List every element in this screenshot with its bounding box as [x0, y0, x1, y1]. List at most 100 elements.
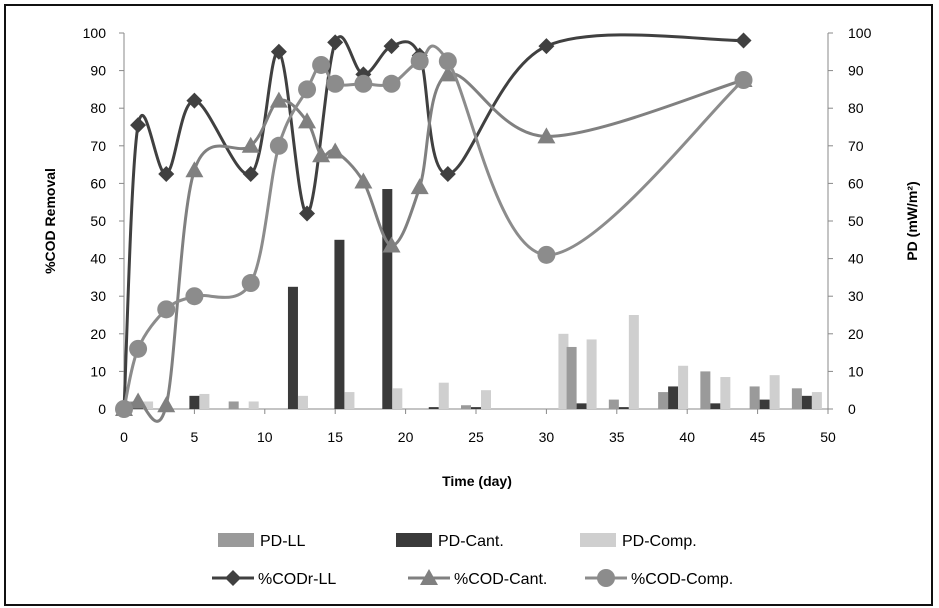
point-cod-cant: [537, 127, 556, 144]
bar-pd-comp: [344, 392, 355, 409]
bar-pd-cant: [428, 407, 439, 409]
point-codr-ll: [270, 43, 287, 60]
point-codr-ll: [130, 117, 147, 134]
line-cod-cant: [123, 72, 744, 423]
point-cod-cant: [269, 91, 288, 108]
x-tick-label: 35: [609, 429, 625, 445]
bar-pd-comp: [586, 339, 597, 409]
x-tick-label: 30: [539, 429, 555, 445]
y-left-tick-label: 0: [98, 401, 106, 417]
bar-pd-ll: [700, 371, 711, 409]
legend-marker-cod-cant: [420, 569, 438, 585]
legend-label-codr-ll: %CODr-LL: [258, 571, 336, 588]
bar-pd-comp: [392, 388, 403, 409]
bar-pd-comp: [248, 401, 259, 409]
point-cod-comp: [241, 274, 260, 293]
legend-swatch-pd-ll: [218, 533, 254, 547]
point-cod-comp: [438, 52, 457, 71]
y-right-tick-label: 100: [848, 25, 872, 41]
bar-pd-comp: [678, 365, 689, 409]
bar-pd-cant: [471, 407, 481, 409]
y-left-tick-label: 100: [83, 25, 107, 41]
bar-pd-cant: [710, 403, 721, 409]
bar-pd-ll: [658, 392, 669, 409]
point-codr-ll: [186, 92, 203, 109]
y-right-tick-label: 0: [848, 401, 856, 417]
legend-label-pd-cant: PD-Cant.: [438, 533, 504, 550]
y-left-tick-label: 50: [90, 213, 106, 229]
x-tick-label: 25: [468, 429, 484, 445]
point-codr-ll: [439, 166, 456, 182]
bar-pd-comp: [558, 333, 569, 409]
point-cod-comp: [326, 74, 345, 93]
point-cod-comp: [382, 74, 401, 93]
point-codr-ll: [158, 166, 175, 182]
point-cod-cant: [438, 65, 457, 82]
bar-pd-cant: [618, 407, 629, 409]
y-axis-right-title: PD (mW/m²): [904, 181, 920, 260]
y-right-tick-label: 80: [848, 100, 864, 116]
x-tick-label: 45: [750, 429, 766, 445]
point-cod-cant: [241, 136, 260, 153]
point-cod-cant: [354, 172, 373, 189]
bar-pd-ll: [566, 346, 577, 409]
x-tick-label: 0: [120, 429, 128, 445]
point-cod-comp: [185, 287, 204, 306]
point-codr-ll: [383, 38, 400, 55]
bar-pd-cant: [287, 286, 298, 409]
y-left-tick-label: 10: [90, 363, 106, 379]
legend-swatch-pd-comp: [580, 533, 616, 547]
y-left-tick-label: 90: [90, 63, 106, 79]
bar-pd-comp: [628, 315, 639, 409]
point-cod-comp: [129, 339, 148, 358]
x-tick-label: 20: [398, 429, 414, 445]
bar-pd-cant: [801, 395, 812, 409]
y-right-tick-label: 50: [848, 213, 864, 229]
point-cod-cant: [185, 161, 204, 178]
bar-pd-comp: [769, 375, 780, 409]
point-cod-cant: [382, 236, 401, 253]
point-codr-ll: [538, 38, 555, 55]
x-tick-label: 5: [191, 429, 199, 445]
point-codr-ll: [327, 34, 344, 51]
x-tick-label: 15: [327, 429, 343, 445]
legend: PD-LL PD-Cant. PD-Comp. %CODr-LL %COD-Cant.%…: [212, 533, 733, 588]
point-cod-comp: [298, 80, 317, 99]
line-codr-ll: [122, 33, 744, 410]
y-left-tick-label: 80: [90, 100, 106, 116]
bar-pd-cant: [759, 399, 770, 409]
y-left-tick-label: 30: [90, 288, 106, 304]
y-right-tick-label: 70: [848, 138, 864, 154]
bar-pd-ll: [228, 401, 239, 409]
y-left-tick-label: 70: [90, 138, 106, 154]
point-cod-comp: [354, 74, 373, 93]
point-cod-comp: [312, 55, 331, 74]
y-right-tick-label: 10: [848, 363, 864, 379]
legend-swatch-pd-cant: [396, 533, 432, 547]
point-cod-cant: [129, 392, 148, 409]
point-cod-comp: [115, 400, 133, 418]
point-cod-comp: [734, 71, 753, 89]
bar-pd-ll: [608, 399, 619, 409]
point-cod-comp: [269, 136, 288, 155]
y-left-tick-label: 40: [90, 251, 106, 267]
bar-pd-cant: [576, 403, 587, 409]
bar-pd-comp: [481, 390, 491, 409]
point-cod-cant: [312, 146, 331, 163]
bar-pd-comp: [811, 392, 822, 409]
bar-pd-ll: [749, 386, 760, 409]
y-right-tick-label: 20: [848, 326, 864, 342]
y-left-tick-label: 60: [90, 175, 106, 191]
point-cod-cant: [157, 396, 176, 413]
lines-layer: [115, 32, 753, 423]
bar-pd-cant: [334, 239, 345, 409]
point-cod-cant: [326, 142, 345, 159]
x-tick-label: 40: [679, 429, 695, 445]
legend-label-pd-comp: PD-Comp.: [622, 533, 697, 550]
bar-pd-ll: [461, 405, 471, 409]
point-codr-ll: [735, 32, 752, 49]
legend-label-cod-comp: %COD-Comp.: [631, 571, 733, 588]
bar-pd-cant: [382, 189, 393, 409]
y-right-tick-label: 30: [848, 288, 864, 304]
